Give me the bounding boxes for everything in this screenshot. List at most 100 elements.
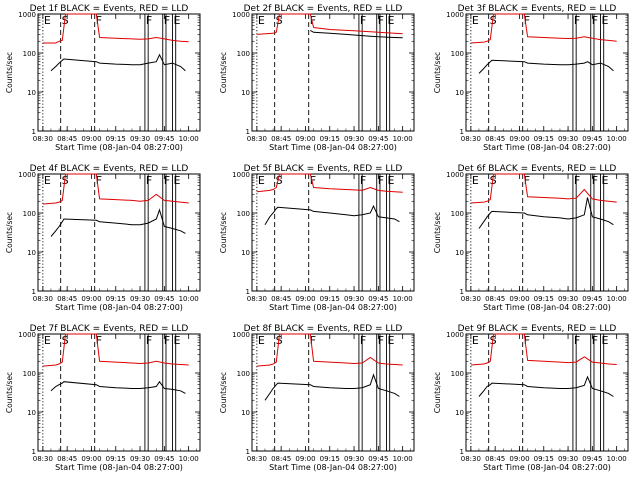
event-marker-label: E	[387, 334, 394, 347]
x-tick-label: 09:15	[320, 135, 340, 143]
event-marker-label: F	[524, 334, 530, 347]
x-tick-label: 09:15	[106, 135, 126, 143]
event-marker-label: F	[378, 334, 384, 347]
x-tick-label: 08:45	[485, 295, 505, 303]
x-tick-label: 09:00	[81, 455, 101, 463]
events-series-line	[310, 29, 403, 39]
x-tick-label: 09:00	[295, 135, 315, 143]
x-tick-label: 09:30	[344, 295, 364, 303]
x-axis-label: Start Time (08-Jan-04 08:27:00)	[483, 143, 611, 152]
event-marker-label: E	[44, 14, 51, 27]
event-marker-label: E	[258, 334, 265, 347]
plot-panel-7: Det 7f BLACK = Events, RED = LLD 1 10 100 10…	[5, 324, 201, 472]
y-tick-label: 10	[241, 249, 250, 257]
plot-title: Det 3f BLACK = Events, RED = LLD	[458, 4, 617, 14]
x-tick-label: 10:00	[607, 455, 627, 463]
event-marker-label: E	[173, 14, 180, 27]
events-series-line	[478, 59, 614, 74]
x-tick-label: 09:30	[344, 135, 364, 143]
plot-frame	[37, 333, 201, 452]
y-axis-label: Counts/sec	[433, 372, 442, 413]
x-tick-label: 09:45	[154, 135, 174, 143]
x-tick-label: 10:00	[393, 135, 413, 143]
event-marker-label: F	[524, 14, 530, 27]
events-series-line	[50, 53, 186, 72]
x-axis-label: Start Time (08-Jan-04 08:27:00)	[55, 463, 183, 472]
plot-title: Det 8f BLACK = Events, RED = LLD	[244, 324, 403, 334]
x-tick-label: 09:15	[534, 295, 554, 303]
event-marker-label: F	[592, 14, 598, 27]
y-tick-label: 100	[237, 370, 250, 378]
lld-series-line	[470, 13, 617, 44]
y-tick-label: 100	[237, 210, 250, 218]
event-marker-label: F	[360, 14, 366, 27]
event-marker-label: F	[164, 174, 170, 187]
y-tick-label: 10	[455, 409, 464, 417]
y-axis-label: Counts/sec	[5, 372, 14, 413]
x-tick-label: 10:00	[179, 135, 199, 143]
plot-panel-8: Det 8f BLACK = Events, RED = LLD 1 10 100 10…	[219, 324, 415, 472]
x-tick-label: 09:15	[320, 455, 340, 463]
x-tick-label: 09:45	[368, 455, 388, 463]
event-marker-label: E	[601, 14, 608, 27]
x-tick-label: 09:30	[558, 295, 578, 303]
event-marker-label: F	[164, 14, 170, 27]
y-tick-label: 1	[32, 128, 36, 136]
x-tick-label: 08:45	[57, 135, 77, 143]
plot-panel-1: Det 1f BLACK = Events, RED = LLD 1 10 100 10…	[5, 4, 201, 152]
plot-frame	[465, 173, 629, 292]
events-series-line	[478, 375, 614, 397]
events-series-line	[50, 208, 186, 237]
plot-frame	[37, 13, 201, 132]
y-tick-label: 1000	[232, 331, 250, 339]
x-tick-label: 08:45	[271, 295, 291, 303]
x-tick-label: 09:15	[320, 295, 340, 303]
x-axis-label: Start Time (08-Jan-04 08:27:00)	[55, 143, 183, 152]
plot-title: Det 1f BLACK = Events, RED = LLD	[30, 4, 189, 14]
event-marker-label: F	[310, 334, 316, 347]
x-tick-label: 09:00	[509, 135, 529, 143]
event-marker-label: F	[574, 174, 580, 187]
x-axis-label: Start Time (08-Jan-04 08:27:00)	[55, 303, 183, 312]
event-marker-label: F	[310, 14, 316, 27]
y-tick-label: 1000	[232, 171, 250, 179]
x-tick-label: 08:30	[247, 135, 267, 143]
x-axis-label: Start Time (08-Jan-04 08:27:00)	[269, 143, 397, 152]
x-tick-label: 09:45	[582, 135, 602, 143]
x-tick-label: 08:30	[247, 455, 267, 463]
x-axis-label: Start Time (08-Jan-04 08:27:00)	[483, 463, 611, 472]
event-marker-label: S	[276, 14, 283, 27]
plot-panel-5: Det 5f BLACK = Events, RED = LLD 1 10 100 10…	[219, 164, 415, 312]
y-tick-label: 100	[23, 210, 36, 218]
events-series-line	[50, 380, 186, 394]
event-marker-label: F	[96, 174, 102, 187]
x-tick-label: 09:30	[130, 455, 150, 463]
lld-series-line	[470, 333, 617, 366]
event-marker-label: F	[96, 334, 102, 347]
plot-title: Det 9f BLACK = Events, RED = LLD	[458, 324, 617, 334]
x-tick-label: 10:00	[607, 135, 627, 143]
event-marker-label: F	[524, 174, 530, 187]
x-tick-label: 09:45	[154, 455, 174, 463]
x-tick-label: 09:00	[509, 455, 529, 463]
y-tick-label: 100	[23, 370, 36, 378]
x-tick-label: 09:00	[81, 135, 101, 143]
y-tick-label: 1000	[446, 331, 464, 339]
lld-series-line	[42, 173, 189, 205]
plot-frame	[37, 173, 201, 292]
x-tick-label: 09:45	[368, 295, 388, 303]
y-axis-label: Counts/sec	[219, 52, 228, 93]
plot-panel-2: Det 2f BLACK = Events, RED = LLD 1 10 100 10…	[219, 4, 415, 152]
y-tick-label: 1	[246, 448, 250, 456]
y-axis-label: Counts/sec	[5, 52, 14, 93]
y-axis-label: Counts/sec	[219, 212, 228, 253]
event-marker-label: E	[173, 174, 180, 187]
y-tick-label: 100	[237, 50, 250, 58]
lld-series-line	[256, 173, 403, 193]
y-axis-label: Counts/sec	[433, 212, 442, 253]
x-tick-label: 09:00	[295, 295, 315, 303]
lld-series-line	[256, 333, 403, 367]
x-tick-label: 08:30	[247, 295, 267, 303]
plot-frame	[465, 333, 629, 452]
